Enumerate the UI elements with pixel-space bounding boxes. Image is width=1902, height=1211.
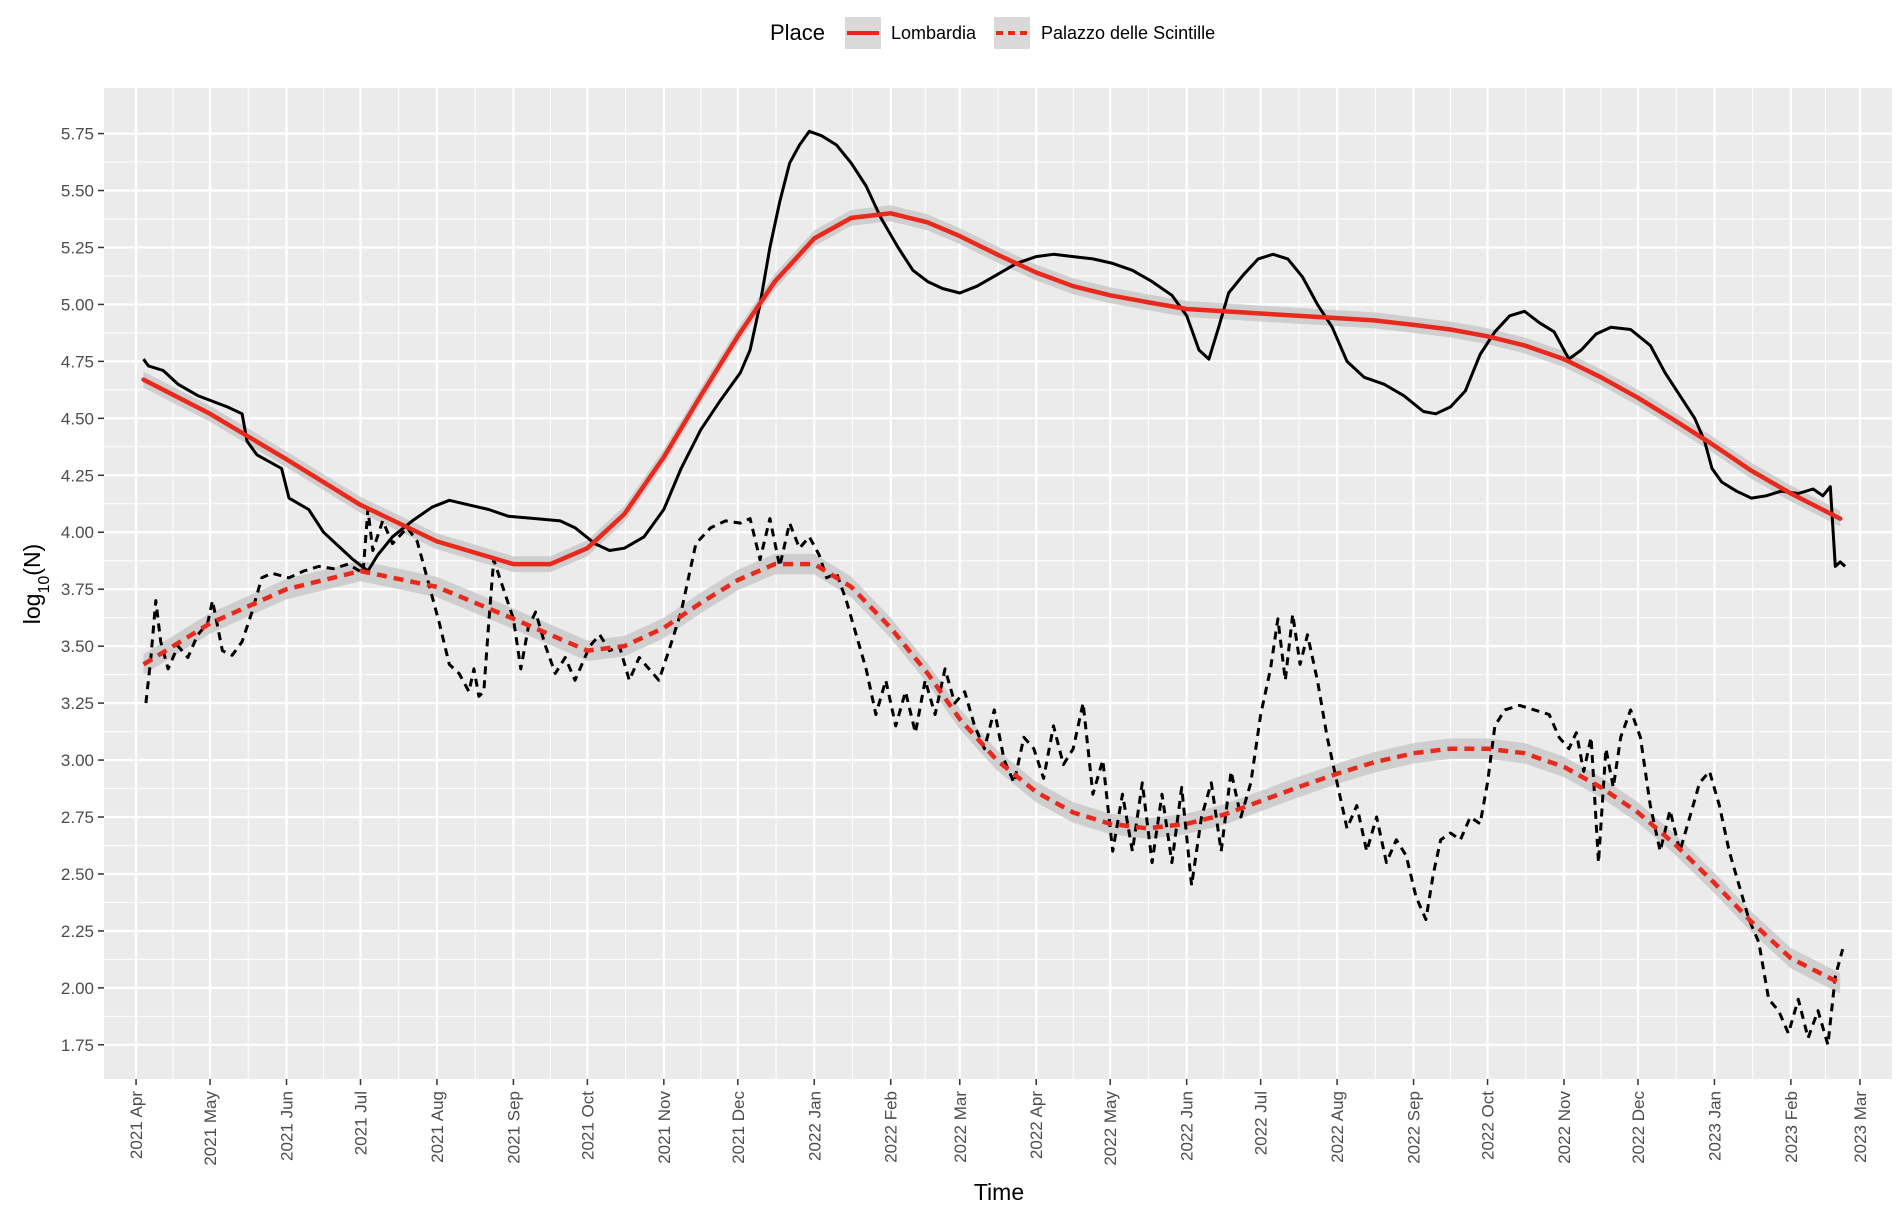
y-tick-label: 3.00 [61,751,94,770]
legend-title: Place [770,20,825,45]
grid-major [104,88,1892,1079]
legend: Place Lombardia Palazzo delle Scintille [770,17,1215,49]
observed-line-2 [144,508,1845,1047]
smooth-line-2 [142,561,1842,986]
x-tick-label: 2022 Nov [1555,1091,1574,1164]
legend-label-2: Palazzo delle Scintille [1041,23,1215,43]
x-axis: 2021 Apr 2021 May 2021 Jun 2021 Jul 2021 Aug… [127,1079,1870,1166]
y-axis-title-tail: (N) [19,544,45,576]
y-tick-label: 5.50 [61,182,94,201]
x-tick-label: 2022 Feb [882,1091,901,1163]
y-tick-label: 2.00 [61,979,94,998]
x-tick-label: 2022 Jul [1252,1091,1271,1155]
x-tick-label: 2022 Sep [1405,1091,1424,1164]
y-tick-label: 3.75 [61,580,94,599]
y-axis-title-subscript: 10 [36,576,53,594]
y-tick-label: 5.00 [61,295,94,314]
y-tick-label: 2.75 [61,808,94,827]
smooth-lines [141,211,1843,986]
y-tick-label: 2.50 [61,865,94,884]
x-tick-label: 2022 Jan [805,1091,824,1161]
x-tick-label: 2022 Apr [1027,1091,1046,1159]
smooth-line-1 [141,211,1843,567]
x-tick-label: 2022 Oct [1479,1091,1498,1160]
x-tick-label: 2022 Aug [1328,1091,1347,1163]
y-axis: 1.75 2.00 2.25 2.50 2.75 3.00 3.25 3.50 3.75 4.00… [61,125,104,1055]
x-tick-label: 2021 Jun [277,1091,296,1161]
y-tick-label: 4.25 [61,466,94,485]
y-tick-label: 2.25 [61,922,94,941]
y-tick-label: 4.75 [61,352,94,371]
x-tick-label: 2023 Jan [1705,1091,1724,1161]
y-tick-label: 4.50 [61,409,94,428]
observed-line-1 [142,129,1847,573]
x-tick-label: 2022 Mar [951,1091,970,1163]
y-axis-title-base: log [19,594,45,625]
y-tick-label: 3.50 [61,637,94,656]
x-tick-label: 2021 May [201,1091,220,1166]
x-axis-title: Time [974,1179,1024,1205]
observed-lines [142,129,1847,1047]
grid-minor [104,88,1892,1079]
y-axis-title: log10(N) [19,544,53,624]
y-tick-label: 3.25 [61,694,94,713]
x-tick-label: 2021 Aug [428,1091,447,1163]
x-tick-label: 2021 Oct [578,1091,597,1160]
y-tick-label: 1.75 [61,1036,94,1055]
y-tick-label: 4.00 [61,523,94,542]
legend-label-1: Lombardia [891,23,977,43]
x-tick-label: 2022 May [1101,1091,1120,1166]
x-tick-label: 2023 Mar [1851,1091,1870,1163]
y-tick-label: 5.75 [61,125,94,144]
x-tick-label: 2022 Dec [1629,1091,1648,1164]
x-tick-label: 2022 Jun [1178,1091,1197,1161]
x-tick-label: 2021 Nov [655,1091,674,1164]
x-tick-label: 2021 Dec [729,1091,748,1164]
x-tick-label: 2021 Jul [351,1091,370,1155]
x-tick-label: 2021 Sep [504,1091,523,1164]
x-tick-label: 2023 Feb [1782,1091,1801,1163]
x-tick-label: 2021 Apr [127,1091,146,1159]
y-tick-label: 5.25 [61,238,94,257]
